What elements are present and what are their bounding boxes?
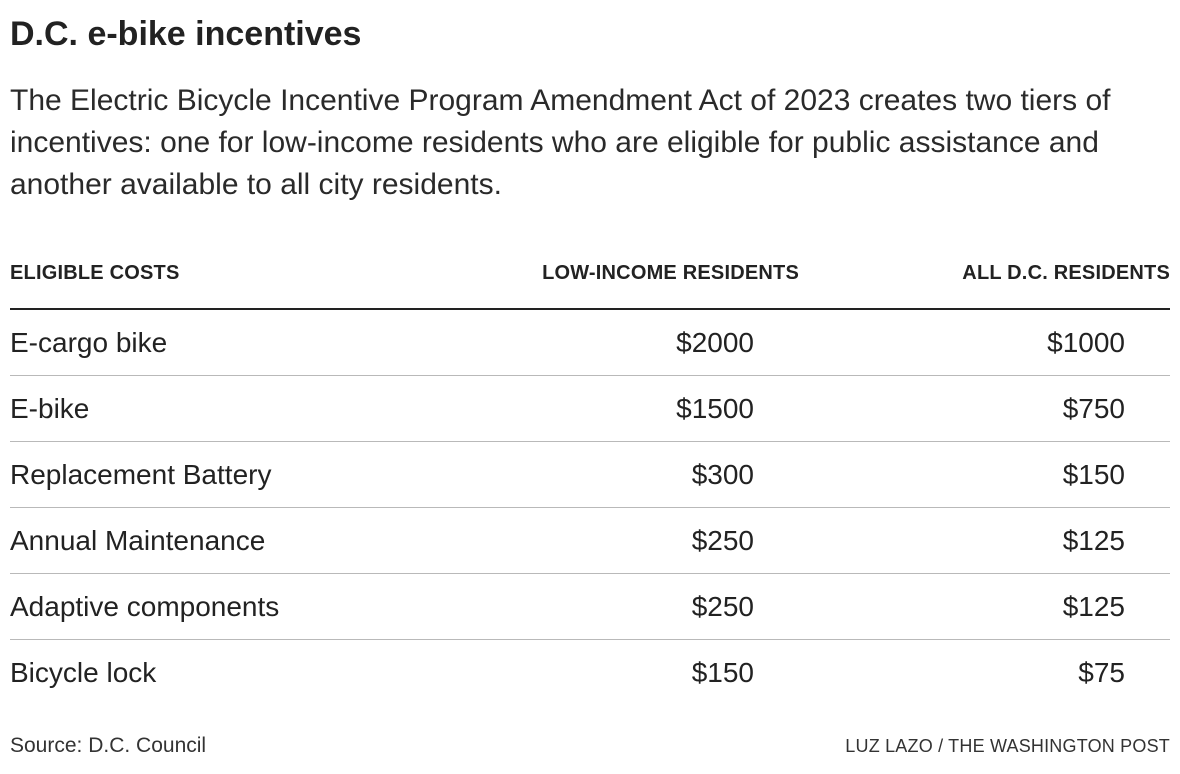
low-income-cell: $2000: [676, 327, 754, 358]
cost-cell: Bicycle lock: [10, 657, 157, 688]
low-income-cell: $150: [691, 657, 754, 688]
cost-cell: Annual Maintenance: [10, 525, 266, 556]
header-low-income-residents: LOW-INCOME RESIDENTS: [542, 262, 799, 284]
table-row: Bicycle lock $150 $75: [10, 640, 1170, 705]
low-income-cell: $300: [691, 459, 754, 490]
low-income-cell: $1500: [676, 393, 754, 424]
chart-subtitle: The Electric Bicycle Incentive Program A…: [10, 84, 1111, 201]
header-eligible-costs: ELIGIBLE COSTS: [10, 262, 180, 284]
all-residents-cell: $125: [1062, 525, 1125, 556]
header-all-dc-residents: ALL D.C. RESIDENTS: [962, 262, 1170, 284]
cost-cell: Adaptive components: [10, 591, 280, 622]
table-row: E-cargo bike $2000 $1000: [10, 310, 1170, 376]
table-row: Annual Maintenance $250 $125: [10, 508, 1170, 574]
incentives-table: ELIGIBLE COSTS LOW-INCOME RESIDENTS ALL …: [10, 252, 1170, 705]
cost-cell: Replacement Battery: [10, 459, 272, 490]
all-residents-cell: $750: [1062, 393, 1125, 424]
cost-cell: E-cargo bike: [10, 327, 168, 358]
all-residents-cell: $1000: [1047, 327, 1125, 358]
low-income-cell: $250: [691, 525, 754, 556]
table-row: E-bike $1500 $750: [10, 376, 1170, 442]
credit-line: LUZ LAZO / THE WASHINGTON POST: [845, 736, 1170, 756]
all-residents-cell: $150: [1062, 459, 1125, 490]
all-residents-cell: $125: [1062, 591, 1125, 622]
table-header: ELIGIBLE COSTS LOW-INCOME RESIDENTS ALL …: [10, 252, 1170, 310]
source-note: Source: D.C. Council: [10, 734, 207, 757]
table-row: Adaptive components $250 $125: [10, 574, 1170, 640]
cost-cell: E-bike: [10, 393, 90, 424]
chart-title: D.C. e-bike incentives: [10, 15, 362, 53]
low-income-cell: $250: [691, 591, 754, 622]
table-row: Replacement Battery $300 $150: [10, 442, 1170, 508]
all-residents-cell: $75: [1078, 657, 1125, 688]
